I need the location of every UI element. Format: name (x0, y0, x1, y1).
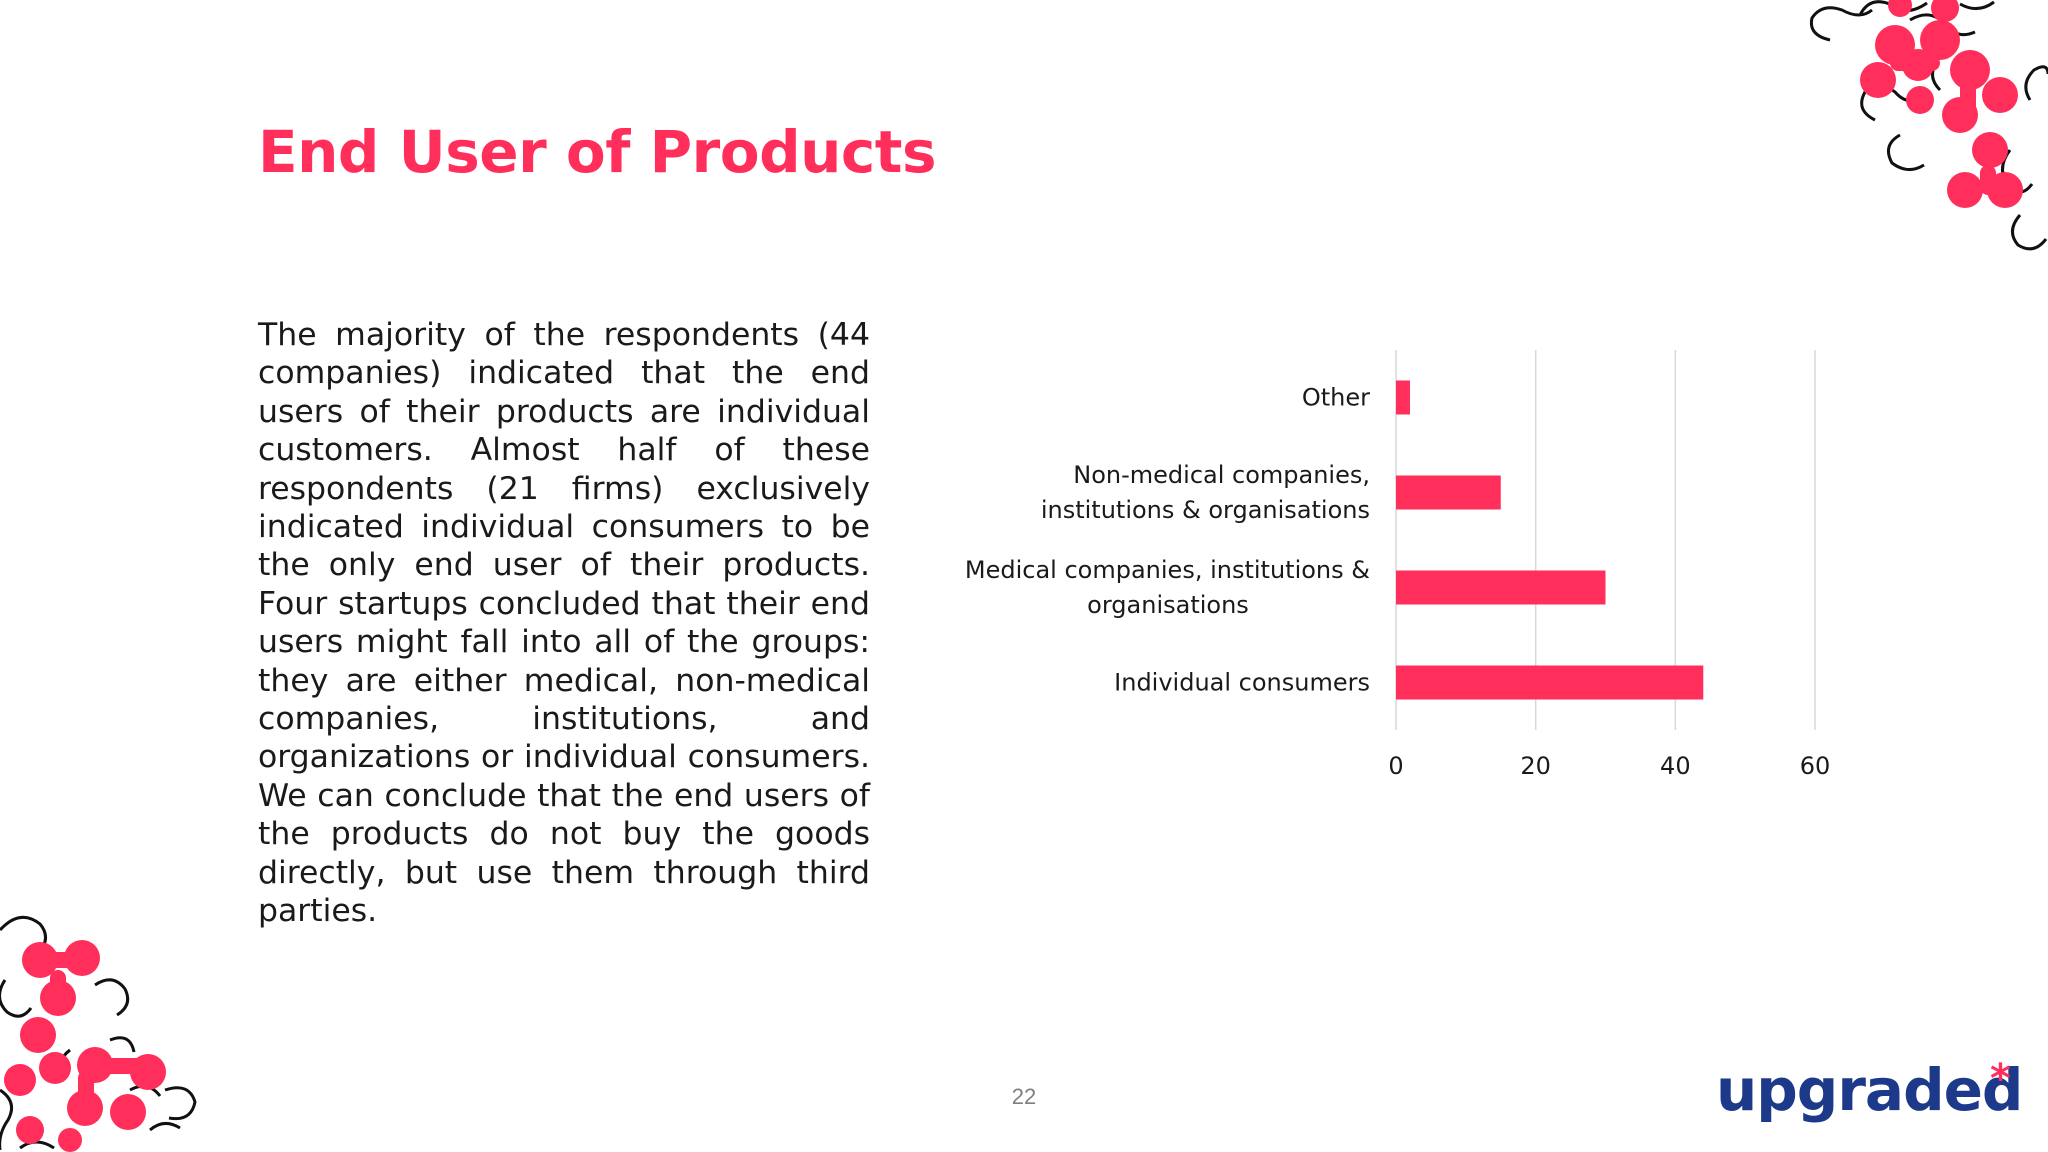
page-title: End User of Products (258, 118, 937, 186)
logo-asterisk-icon: * (1990, 1056, 2011, 1102)
chart-bars (1396, 380, 1704, 700)
decorative-pattern-top-right (1809, 0, 2048, 251)
category-label: organisations (1087, 591, 1249, 619)
chart-tick-labels: 0 20 40 60 (1388, 752, 1830, 780)
category-label: institutions & organisations (1041, 496, 1370, 524)
bar (1396, 475, 1501, 510)
x-tick-label: 0 (1388, 752, 1403, 780)
bar (1396, 570, 1606, 605)
chart-category-labels: Other Non-medical companies, institutions … (965, 384, 1370, 697)
body-paragraph: The majority of the respondents (44 comp… (258, 317, 870, 930)
page-number: 22 (1011, 1084, 1037, 1109)
x-tick-label: 40 (1660, 752, 1691, 780)
x-tick-label: 20 (1520, 752, 1551, 780)
bar (1396, 665, 1704, 700)
category-label: Individual consumers (1114, 669, 1370, 697)
x-tick-label: 60 (1800, 752, 1831, 780)
bar-chart: Other Non-medical companies, institutions … (965, 350, 1830, 780)
upgraded-logo: upgraded (1716, 1056, 2023, 1124)
bar (1396, 380, 1410, 415)
category-label: Non-medical companies, (1073, 461, 1370, 489)
category-label: Medical companies, institutions & (965, 556, 1370, 584)
category-label: Other (1302, 384, 1370, 412)
decorative-pattern-bottom-left (0, 915, 197, 1152)
